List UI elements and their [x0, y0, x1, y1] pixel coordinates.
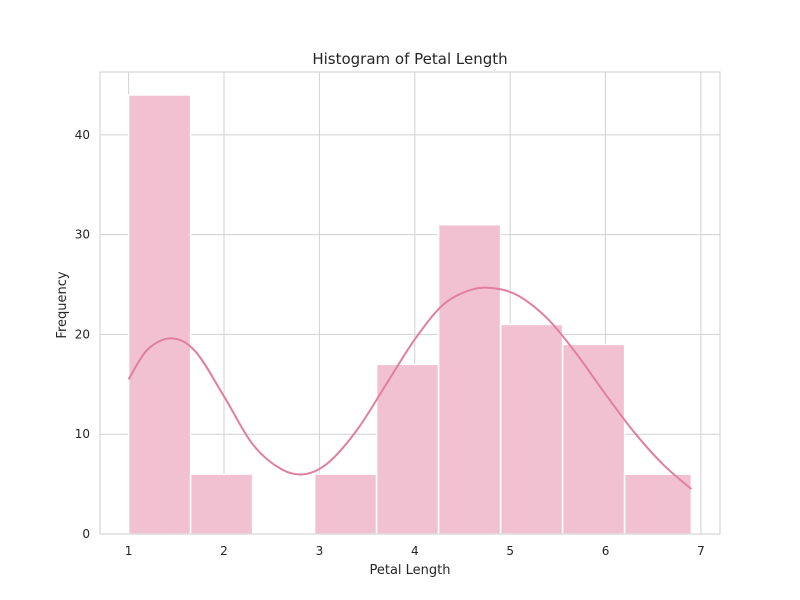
histogram-bars — [127, 94, 693, 535]
x-tick-label: 5 — [506, 544, 514, 558]
histogram-bar — [127, 94, 192, 535]
histogram-bar — [623, 473, 693, 535]
y-tick-label: 0 — [82, 527, 90, 541]
histogram-bar — [437, 223, 502, 535]
x-tick-label: 6 — [602, 544, 610, 558]
histogram-bar — [313, 473, 378, 535]
y-axis-label: Frequency — [55, 271, 70, 338]
y-tick-label: 40 — [75, 128, 90, 142]
x-tick-label: 7 — [697, 544, 705, 558]
y-axis-ticks: 0 10 20 30 40 — [75, 128, 90, 541]
x-axis-ticks: 1 2 3 4 5 6 7 — [125, 544, 705, 558]
histogram-bar — [189, 473, 254, 535]
plot-frame — [99, 71, 721, 535]
kde-curve — [127, 286, 693, 490]
histogram-bar — [375, 363, 440, 535]
histogram-bar — [561, 343, 626, 535]
x-tick-label: 3 — [316, 544, 324, 558]
histogram-bar — [499, 323, 564, 535]
x-tick-label: 4 — [411, 544, 419, 558]
x-tick-label: 1 — [125, 544, 133, 558]
chart-title: Histogram of Petal Length — [312, 50, 507, 68]
y-tick-label: 10 — [75, 427, 90, 441]
x-axis-label: Petal Length — [369, 563, 450, 578]
y-tick-label: 30 — [75, 228, 90, 242]
x-tick-label: 2 — [220, 544, 228, 558]
y-tick-label: 20 — [75, 327, 90, 341]
